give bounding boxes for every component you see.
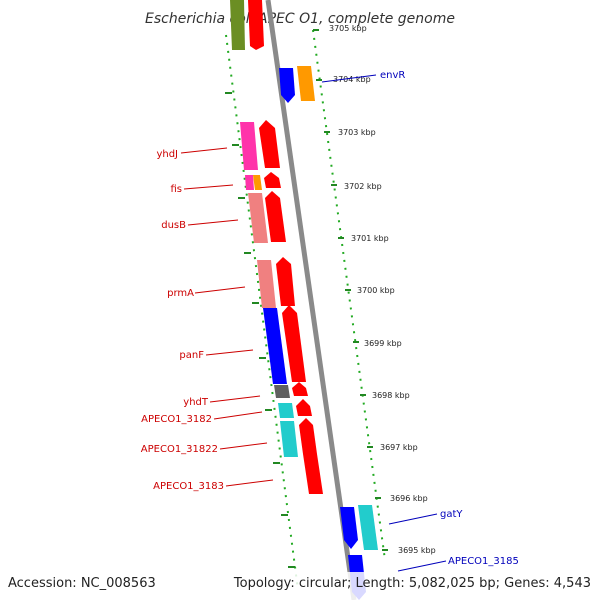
gene-feature-panF[interactable] (263, 308, 287, 384)
tick-label: 3700 kbp (357, 286, 395, 295)
accession-text: Accession: NC_008563 (8, 576, 156, 591)
gene-feature-APECO1_3183[interactable] (303, 454, 323, 494)
leader-line (397, 560, 447, 572)
gene-feature-envR-blue[interactable] (279, 68, 295, 103)
leader-line (194, 286, 246, 294)
gene-label[interactable]: APECO1_31822 (141, 444, 218, 455)
gene-feature-yhdJ[interactable] (240, 122, 258, 170)
gene-feature-red[interactable] (282, 305, 306, 382)
gene-feature-red[interactable] (292, 382, 308, 396)
gene-label[interactable]: prmA (167, 288, 194, 299)
gene-feature-prmA[interactable] (257, 260, 276, 308)
leader-line (180, 147, 228, 154)
tick-label: 3696 kbp (390, 494, 428, 503)
gene-feature-fis-pink[interactable] (245, 175, 254, 190)
tick-label: 3701 kbp (351, 234, 389, 243)
gene-feature-red[interactable] (299, 418, 317, 454)
gene-label[interactable]: yhdT (183, 397, 209, 408)
tick-label: 3695 kbp (398, 546, 436, 555)
leader-line (219, 442, 268, 450)
leader-line (209, 395, 261, 403)
gene-labels-left: yhdJ fis dusB prmA panF yhdT APECO1_3182… (141, 149, 224, 492)
leader-line (183, 184, 234, 190)
tick-label: 3702 kbp (344, 182, 382, 191)
leader-line (213, 411, 263, 420)
gene-label[interactable]: gatY (440, 509, 463, 520)
leader-lines-right (321, 74, 447, 572)
gene-feature-envR-orange[interactable] (297, 66, 315, 101)
tick-label: 3697 kbp (380, 443, 418, 452)
gene-feature-olive[interactable] (230, 0, 245, 50)
tick-label: 3703 kbp (338, 128, 376, 137)
tick-labels: 3705 kbp 3704 kbp 3703 kbp 3702 kbp 3701… (329, 24, 436, 555)
gene-feature-fis-red[interactable] (264, 172, 281, 188)
outer-ticks (313, 29, 388, 551)
gene-label[interactable]: envR (380, 70, 405, 81)
gene-feature-red[interactable] (276, 257, 295, 306)
gene-feature-gatY-blue[interactable] (340, 507, 358, 549)
gene-label[interactable]: dusB (161, 220, 186, 231)
gene-label[interactable]: panF (179, 350, 204, 361)
gene-feature-gatY-cyan[interactable] (358, 505, 378, 550)
outer-boundary-line (312, 29, 386, 561)
tick-label: 3705 kbp (329, 24, 367, 33)
leader-line (388, 513, 438, 525)
map-title: Escherichia coli APEC O1, complete genom… (145, 11, 455, 27)
gene-label[interactable]: APECO1_3185 (448, 556, 519, 567)
gene-label[interactable]: fis (170, 184, 182, 195)
gene-feature-yhdT[interactable] (274, 385, 290, 398)
footer-background (0, 572, 600, 600)
tick-label: 3704 kbp (333, 75, 371, 84)
tick-label: 3699 kbp (364, 339, 402, 348)
gene-label[interactable]: APECO1_3182 (141, 414, 212, 425)
leader-lines-left (180, 147, 274, 487)
gene-feature-APECO1_31822[interactable] (280, 421, 298, 457)
leader-line (187, 219, 239, 226)
gene-feature-red[interactable] (265, 191, 286, 242)
tick-label: 3698 kbp (372, 391, 410, 400)
leader-line (321, 74, 377, 83)
gene-feature-red[interactable] (259, 120, 280, 168)
leader-line (205, 349, 254, 356)
gene-feature-red-top[interactable] (248, 0, 264, 50)
gene-feature-APECO1_3182[interactable] (278, 403, 294, 418)
gene-feature-red[interactable] (296, 399, 312, 416)
gene-feature-fis-orange[interactable] (253, 175, 262, 190)
gene-label[interactable]: APECO1_3183 (153, 481, 224, 492)
gene-feature-dusB[interactable] (248, 193, 268, 243)
inner-ticks (225, 92, 295, 568)
genome-backbone (265, 0, 357, 600)
gene-label[interactable]: yhdJ (156, 149, 178, 160)
leader-line (225, 479, 274, 487)
genome-summary-text: Topology: circular; Length: 5,082,025 bp… (233, 576, 591, 591)
gene-labels-right: envR gatY APECO1_3185 (380, 70, 519, 567)
